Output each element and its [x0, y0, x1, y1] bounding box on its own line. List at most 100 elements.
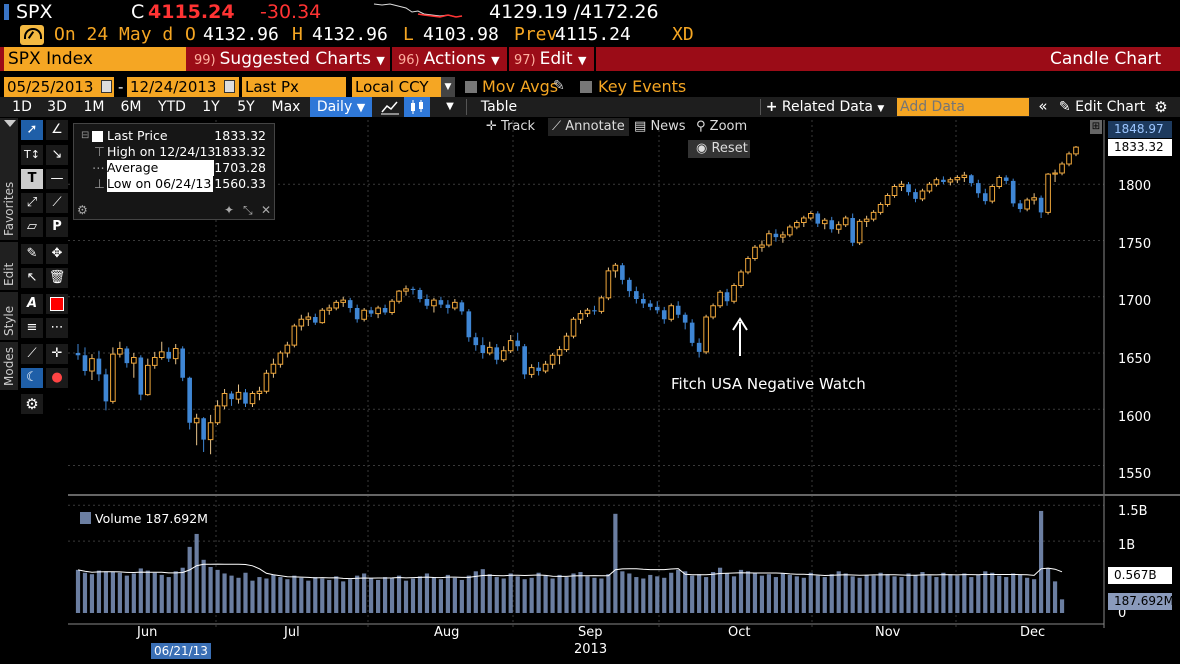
gauge-icon[interactable] [20, 25, 44, 45]
candle-chart-icon[interactable] [404, 97, 430, 117]
font-style-icon[interactable]: A [21, 294, 43, 314]
close-icon[interactable]: ✕ [261, 203, 272, 217]
frequency-select[interactable]: Daily ▼ [310, 97, 372, 117]
volume-bar [836, 571, 841, 613]
price-field-select[interactable]: Last Px [242, 77, 346, 97]
annotate-button[interactable]: ⟋ Annotate [548, 118, 629, 136]
edit-menu[interactable]: 97) Edit ▼ [514, 47, 586, 71]
add-data-input[interactable] [897, 98, 1029, 116]
arrow-tool-icon[interactable]: ↘ [46, 145, 68, 165]
period-3d[interactable]: 3D [47, 99, 67, 115]
related-data-button[interactable]: + Related Data ▼ [765, 97, 885, 117]
palette-tab-edit[interactable]: Edit [0, 242, 18, 290]
settings-gear-icon[interactable]: ⚙ [21, 394, 43, 414]
volume-bar [829, 574, 834, 613]
volume-bar [327, 579, 332, 613]
legend-settings-icon[interactable]: ⚙ [77, 203, 88, 217]
candle-body-up [486, 346, 493, 354]
end-date-field[interactable]: 12/24/2013 [127, 77, 239, 97]
track-button[interactable]: ✛ Track [486, 118, 535, 136]
gear-icon[interactable]: ⚙ [1154, 98, 1168, 116]
suggested-charts-menu[interactable]: 99) Suggested Charts ▼ [194, 47, 385, 71]
horizontal-line-icon[interactable]: — [46, 169, 68, 189]
volume-bar [236, 577, 241, 613]
mov-avgs-checkbox[interactable] [465, 81, 477, 93]
period-1d[interactable]: 1D [12, 99, 32, 115]
chart-annotation[interactable]: Fitch USA Negative Watch [671, 375, 866, 393]
news-button[interactable]: ▤ News [634, 118, 686, 136]
line-chart-icon[interactable] [380, 99, 400, 115]
period-ytd[interactable]: YTD [158, 99, 186, 115]
edit-chart-button[interactable]: ✎ Edit Chart [1057, 97, 1147, 117]
trendline-icon[interactable]: ⤢ [21, 193, 43, 213]
actions-menu[interactable]: 96) Actions ▼ [398, 47, 500, 71]
period-max[interactable]: Max [271, 99, 301, 115]
pitchfork-icon[interactable]: P [46, 217, 68, 237]
price-legend[interactable]: ⊟ Last Price 1833.32 ⊤ High on 12/24/13 … [73, 123, 275, 220]
volume-label: Volume [95, 511, 142, 526]
magnet-icon[interactable]: ☾ [21, 368, 43, 388]
rectangle-tool-icon[interactable]: ▱ [21, 217, 43, 237]
pencil-icon[interactable]: ✎ [553, 78, 565, 94]
color-picker-icon[interactable] [46, 294, 68, 314]
palette-colors-icon[interactable]: ● [46, 368, 68, 388]
candle-body-down [975, 183, 981, 194]
period-1y[interactable]: 1Y [202, 99, 220, 115]
move-icon[interactable]: ✥ [46, 244, 68, 264]
collapse-icon[interactable]: « [1038, 97, 1048, 115]
volume-legend[interactable]: Volume 187.692M [80, 511, 208, 526]
crosshair-icon[interactable]: ✛ [46, 344, 68, 364]
high-price-flag: 1848.97 [1108, 121, 1172, 138]
cursor-tool-icon[interactable]: ➚ [21, 120, 43, 140]
ray-tool-icon[interactable]: ⟋ [46, 193, 68, 213]
palette-tab-style[interactable]: Style [0, 292, 18, 340]
candle-body-down [166, 351, 172, 359]
text-tool-icon[interactable]: T [21, 169, 43, 189]
palette-tab-favorites[interactable]: Favorites [0, 118, 18, 240]
shrink-icon[interactable]: ⤡ [243, 203, 253, 217]
pen-icon[interactable]: ✎ [21, 244, 43, 264]
period-5y[interactable]: 5Y [237, 99, 255, 115]
line-tool-icon[interactable]: ∠ [46, 120, 68, 140]
chevron-down-icon[interactable]: ▼ [441, 77, 455, 97]
table-button[interactable]: Table [480, 99, 518, 115]
volume-bar [487, 574, 492, 613]
security-field[interactable]: SPX Index [4, 47, 186, 71]
period-1m[interactable]: 1M [83, 99, 105, 115]
volume-bar [362, 573, 367, 613]
calendar-icon[interactable] [101, 80, 112, 93]
candle-body-up [989, 186, 996, 202]
ruler-icon[interactable]: ⟋ [21, 344, 43, 364]
period-6m[interactable]: 6M [120, 99, 142, 115]
currency-select[interactable]: Local CCY [352, 77, 454, 97]
zoom-button[interactable]: ⚲ Zoom [696, 118, 747, 136]
ticker-symbol[interactable]: SPX [16, 1, 53, 23]
palette-collapse-icon[interactable] [4, 120, 16, 127]
palette-tab-modes[interactable]: Modes [0, 342, 18, 390]
reset-button[interactable]: ◉ Reset [688, 140, 750, 158]
start-date-field[interactable]: 05/25/2013 [4, 77, 114, 97]
menu-divider [507, 47, 509, 71]
pointer-plus-icon[interactable]: ↖ [21, 268, 43, 288]
candle-body-up [221, 393, 228, 407]
trash-icon[interactable]: 🗑 [46, 268, 68, 288]
volume-bar [655, 576, 660, 613]
chart-type-dropdown-icon[interactable]: ▼ [446, 101, 454, 112]
axis-expand-icon[interactable]: ⊞ [1090, 120, 1102, 134]
line-style-icon[interactable]: ⋯ [46, 318, 68, 338]
volume-bar [1004, 577, 1009, 613]
calendar-icon[interactable] [224, 80, 235, 93]
volume-bar [417, 576, 423, 613]
line-weight-icon[interactable]: ≡ [21, 318, 43, 338]
candle-body-up [89, 358, 95, 372]
key-events-checkbox[interactable] [580, 81, 592, 93]
text-size-icon[interactable]: T↕ [21, 145, 43, 165]
tree-collapse-icon[interactable]: ⊟ [81, 130, 90, 141]
candle-body-down [522, 346, 527, 375]
legend-row-average: ⋯ Average 1703.28 [74, 160, 274, 176]
volume-bar [264, 578, 269, 613]
candle-body-up [835, 224, 842, 230]
candle-body-up [703, 316, 709, 353]
pin-icon[interactable]: ✦ [224, 203, 235, 217]
